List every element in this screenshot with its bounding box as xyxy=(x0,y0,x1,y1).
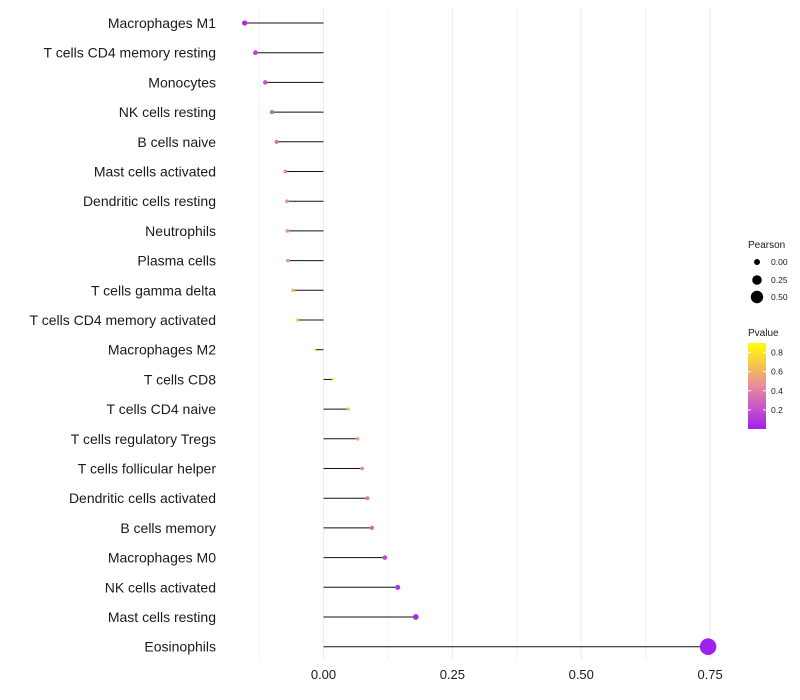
pearson-size-legend: Pearson 0.00 0.25 0.50 xyxy=(748,240,788,304)
size-legend-dot xyxy=(752,275,762,285)
x-tick-label: 0.25 xyxy=(440,667,465,682)
lollipop-point xyxy=(274,139,279,144)
category-labels: Macrophages M1 T cells CD4 memory resting… xyxy=(30,15,217,655)
lollipop-point xyxy=(412,614,419,620)
lollipop-point xyxy=(355,436,360,441)
colorbar-tick-label: 0.4 xyxy=(771,386,783,396)
lollipop-point xyxy=(365,496,370,501)
pearson-legend-title: Pearson xyxy=(748,240,785,251)
lollipop-stems xyxy=(244,22,709,648)
lollipop-point xyxy=(313,348,317,352)
lollipop-point xyxy=(369,525,375,530)
lollipop-point xyxy=(291,288,295,293)
category-label: NK cells activated xyxy=(105,579,216,595)
grid-lines xyxy=(258,8,711,660)
lollipop-point xyxy=(262,80,268,85)
x-axis-tick-labels: 0.00 0.25 0.50 0.75 xyxy=(311,667,723,682)
category-label: Macrophages M2 xyxy=(108,342,216,358)
lollipop-point xyxy=(699,638,717,655)
category-label: NK cells resting xyxy=(119,104,216,120)
x-tick-label: 0.00 xyxy=(311,667,336,682)
lollipop-point xyxy=(295,318,299,322)
lollipop-point xyxy=(253,50,258,56)
colorbar-tick-label: 0.6 xyxy=(771,367,783,377)
lollipop-point xyxy=(283,169,288,174)
size-legend-dot xyxy=(750,290,764,304)
category-label: T cells CD8 xyxy=(144,371,216,387)
lollipop-point xyxy=(346,407,350,411)
lollipop-point xyxy=(360,466,365,471)
category-label: T cells regulatory Tregs xyxy=(71,431,216,447)
category-label: T cells follicular helper xyxy=(78,461,217,477)
colorbar-tick-label: 0.2 xyxy=(771,405,783,415)
category-label: T cells CD4 naive xyxy=(107,401,217,417)
category-label: T cells CD4 memory resting xyxy=(44,45,216,61)
category-label: Plasma cells xyxy=(137,253,216,269)
category-label: Macrophages M1 xyxy=(108,15,216,31)
lollipop-point xyxy=(241,20,248,26)
pvalue-colorbar xyxy=(748,343,766,429)
lollipop-point xyxy=(331,378,335,381)
lollipop-point xyxy=(285,199,289,204)
colorbar-tick-label: 0.8 xyxy=(771,348,783,358)
category-label: Mast cells activated xyxy=(94,164,216,180)
lollipop-point xyxy=(285,229,290,233)
pvalue-legend-title: Pvalue xyxy=(748,328,779,339)
category-label: Dendritic cells activated xyxy=(69,490,216,506)
category-label: T cells CD4 memory activated xyxy=(30,312,216,328)
category-label: Neutrophils xyxy=(145,223,216,239)
category-label: Mast cells resting xyxy=(108,609,216,625)
category-label: Eosinophils xyxy=(144,639,216,655)
pvalue-color-legend: Pvalue 0.2 0.4 0.6 0.8 xyxy=(748,328,783,429)
lollipop-point xyxy=(382,555,388,560)
category-label: B cells naive xyxy=(137,134,216,150)
size-legend-dot xyxy=(754,259,760,265)
category-label: B cells memory xyxy=(120,520,216,536)
size-legend-label: 0.25 xyxy=(771,275,788,285)
x-tick-label: 0.75 xyxy=(697,667,722,682)
lollipop-points xyxy=(241,20,717,655)
lollipop-point xyxy=(286,258,290,263)
x-tick-label: 0.50 xyxy=(569,667,594,682)
category-label: Monocytes xyxy=(148,74,216,90)
category-label: Macrophages M0 xyxy=(108,550,216,566)
size-legend-label: 0.50 xyxy=(771,292,788,302)
category-label: Dendritic cells resting xyxy=(83,193,216,209)
lollipop-point xyxy=(395,584,401,590)
lollipop-point xyxy=(269,109,275,115)
category-label: T cells gamma delta xyxy=(91,282,216,298)
size-legend-label: 0.00 xyxy=(771,257,788,267)
